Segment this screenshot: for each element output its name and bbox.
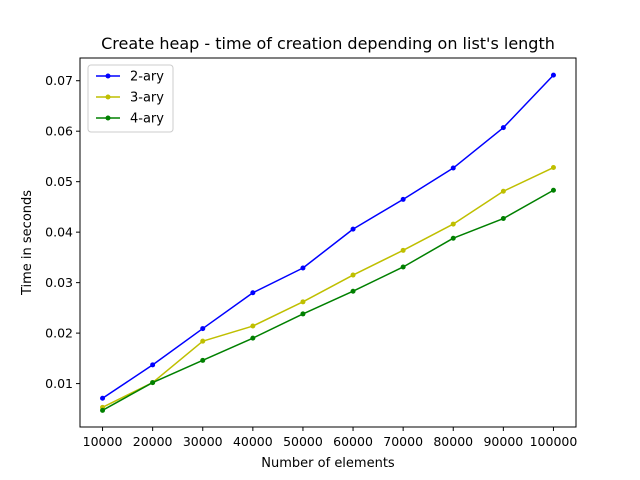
data-point	[550, 72, 556, 78]
x-tick-label: 80000	[433, 434, 473, 449]
data-point	[250, 290, 256, 296]
data-point	[200, 326, 206, 332]
data-point	[300, 265, 306, 271]
data-point	[300, 311, 306, 317]
x-tick-label: 50000	[283, 434, 323, 449]
legend-item: 3-ary	[96, 91, 164, 106]
x-tick-label: 60000	[333, 434, 373, 449]
y-axis: 0.01 0.02 0.03 0.04 0.05 0.06 0.07	[45, 73, 80, 391]
y-tick-label: 0.06	[45, 124, 73, 139]
data-point	[100, 407, 106, 413]
y-tick-label: 0.01	[45, 376, 73, 391]
series-line	[102, 166, 554, 408]
legend-marker	[105, 115, 111, 121]
data-point	[450, 221, 456, 227]
x-tick-label: 10000	[83, 434, 123, 449]
legend: 2-ary 3-ary 4-ary	[87, 64, 174, 133]
data-point	[400, 196, 406, 202]
series-4-ary	[100, 187, 556, 413]
x-tick-label: 30000	[183, 434, 223, 449]
y-axis-label: Time in seconds	[20, 190, 35, 296]
data-point	[200, 338, 206, 344]
x-tick-label: 90000	[483, 434, 523, 449]
y-tick-label: 0.02	[45, 326, 73, 341]
series-2-ary	[100, 72, 556, 401]
y-tick-label: 0.03	[45, 275, 73, 290]
plot-frame	[79, 57, 577, 428]
data-point	[500, 125, 506, 131]
data-point	[400, 264, 406, 270]
x-tick-label: 40000	[233, 434, 273, 449]
y-tick-label: 0.04	[45, 225, 73, 240]
data-point	[150, 362, 156, 368]
x-tick-label: 70000	[383, 434, 423, 449]
x-axis: 10000 20000 30000 40000 50000 60000 70000 80000…	[83, 427, 578, 449]
data-point	[300, 299, 306, 305]
chart-title: Create heap - time of creation depending…	[101, 34, 555, 53]
y-tick-label: 0.07	[45, 73, 73, 88]
data-point	[550, 165, 556, 171]
data-point	[450, 165, 456, 171]
data-point	[400, 247, 406, 253]
x-tick-label: 100000	[530, 434, 578, 449]
legend-label: 4-ary	[130, 112, 164, 127]
data-point	[350, 288, 356, 294]
x-axis-label: Number of elements	[261, 456, 395, 471]
series-line	[102, 74, 554, 399]
series-line	[102, 189, 554, 411]
legend-label: 2-ary	[130, 70, 164, 85]
legend-marker	[105, 94, 111, 100]
data-point	[500, 188, 506, 194]
data-point	[200, 357, 206, 363]
y-tick-label: 0.05	[45, 174, 73, 189]
legend-label: 3-ary	[130, 91, 164, 106]
x-tick-label: 20000	[133, 434, 173, 449]
data-point	[350, 226, 356, 232]
data-point	[450, 235, 456, 241]
data-point	[350, 272, 356, 278]
data-point	[500, 216, 506, 222]
legend-item: 2-ary	[96, 70, 164, 85]
data-point	[150, 380, 156, 386]
data-point	[250, 323, 256, 329]
data-point	[100, 395, 106, 401]
plot-area	[100, 72, 556, 413]
data-point	[250, 335, 256, 341]
data-point	[550, 187, 556, 193]
legend-marker	[105, 73, 111, 79]
legend-item: 4-ary	[96, 112, 164, 127]
legend-box	[87, 64, 174, 133]
